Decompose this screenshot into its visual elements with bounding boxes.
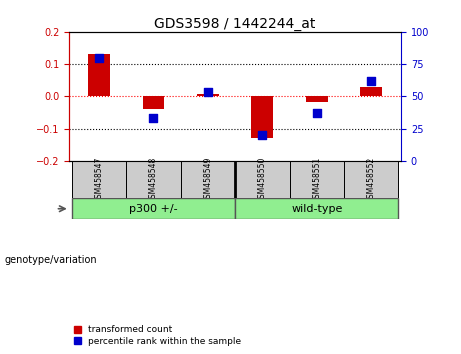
Text: GSM458550: GSM458550 <box>258 156 267 202</box>
Bar <box>235 161 290 198</box>
Bar <box>290 161 344 198</box>
Bar <box>72 198 235 219</box>
Bar <box>344 161 398 198</box>
Text: GSM458551: GSM458551 <box>312 156 321 202</box>
Bar <box>126 161 181 198</box>
Point <box>313 110 320 116</box>
Bar <box>88 55 110 96</box>
Text: genotype/variation: genotype/variation <box>5 255 97 265</box>
Text: GSM458549: GSM458549 <box>203 156 213 202</box>
Title: GDS3598 / 1442244_at: GDS3598 / 1442244_at <box>154 17 316 31</box>
Point <box>95 55 103 61</box>
Text: GSM458548: GSM458548 <box>149 156 158 202</box>
Point <box>367 78 375 84</box>
Text: GSM458547: GSM458547 <box>95 156 104 202</box>
Bar <box>181 161 235 198</box>
Bar <box>251 96 273 138</box>
Bar <box>306 96 328 102</box>
Point <box>204 90 212 95</box>
Legend: transformed count, percentile rank within the sample: transformed count, percentile rank withi… <box>74 325 241 346</box>
Bar <box>72 161 126 198</box>
Text: wild-type: wild-type <box>291 204 343 214</box>
Bar <box>360 87 382 96</box>
Point <box>259 132 266 138</box>
Text: p300 +/-: p300 +/- <box>129 204 178 214</box>
Bar <box>235 198 398 219</box>
Bar <box>142 96 165 109</box>
Point <box>150 115 157 121</box>
Bar <box>197 94 219 96</box>
Text: GSM458552: GSM458552 <box>366 156 376 202</box>
